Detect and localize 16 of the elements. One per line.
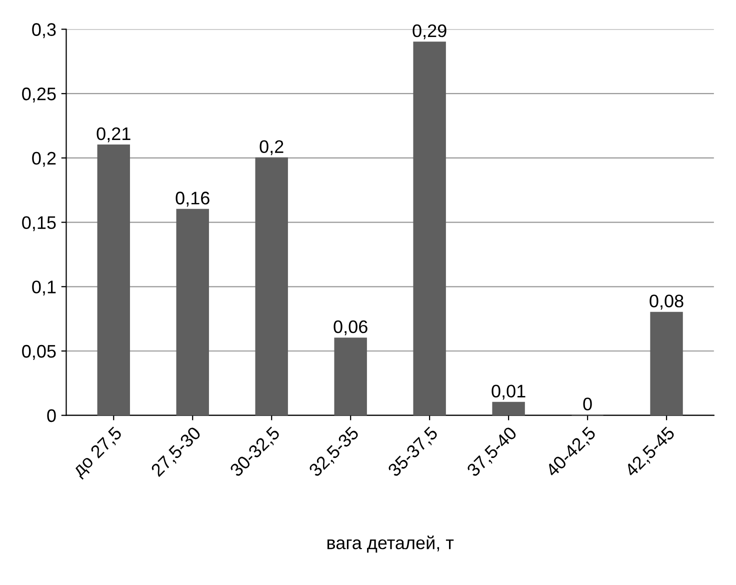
data-label: 0,21 — [96, 127, 130, 142]
x-axis-title: вага деталей, т — [327, 536, 454, 553]
data-label: 0,08 — [650, 294, 684, 310]
y-tick-label: 0,2 — [32, 152, 56, 167]
y-tick-label: 0,25 — [22, 88, 56, 102]
data-label: 0,29 — [412, 24, 446, 40]
y-tick-label: 0,1 — [32, 280, 56, 296]
y-tick-label: 0,15 — [22, 216, 56, 232]
y-tick-label: 0,05 — [22, 344, 56, 360]
y-tick-label: 0,3 — [32, 23, 56, 38]
y-tick-label: 0 — [47, 409, 56, 422]
data-label: 0,01 — [492, 384, 526, 400]
data-label: 0,16 — [176, 192, 210, 207]
data-label: 0,06 — [334, 320, 368, 336]
data-label: 0 — [583, 398, 592, 410]
data-label: 0,2 — [260, 140, 284, 156]
